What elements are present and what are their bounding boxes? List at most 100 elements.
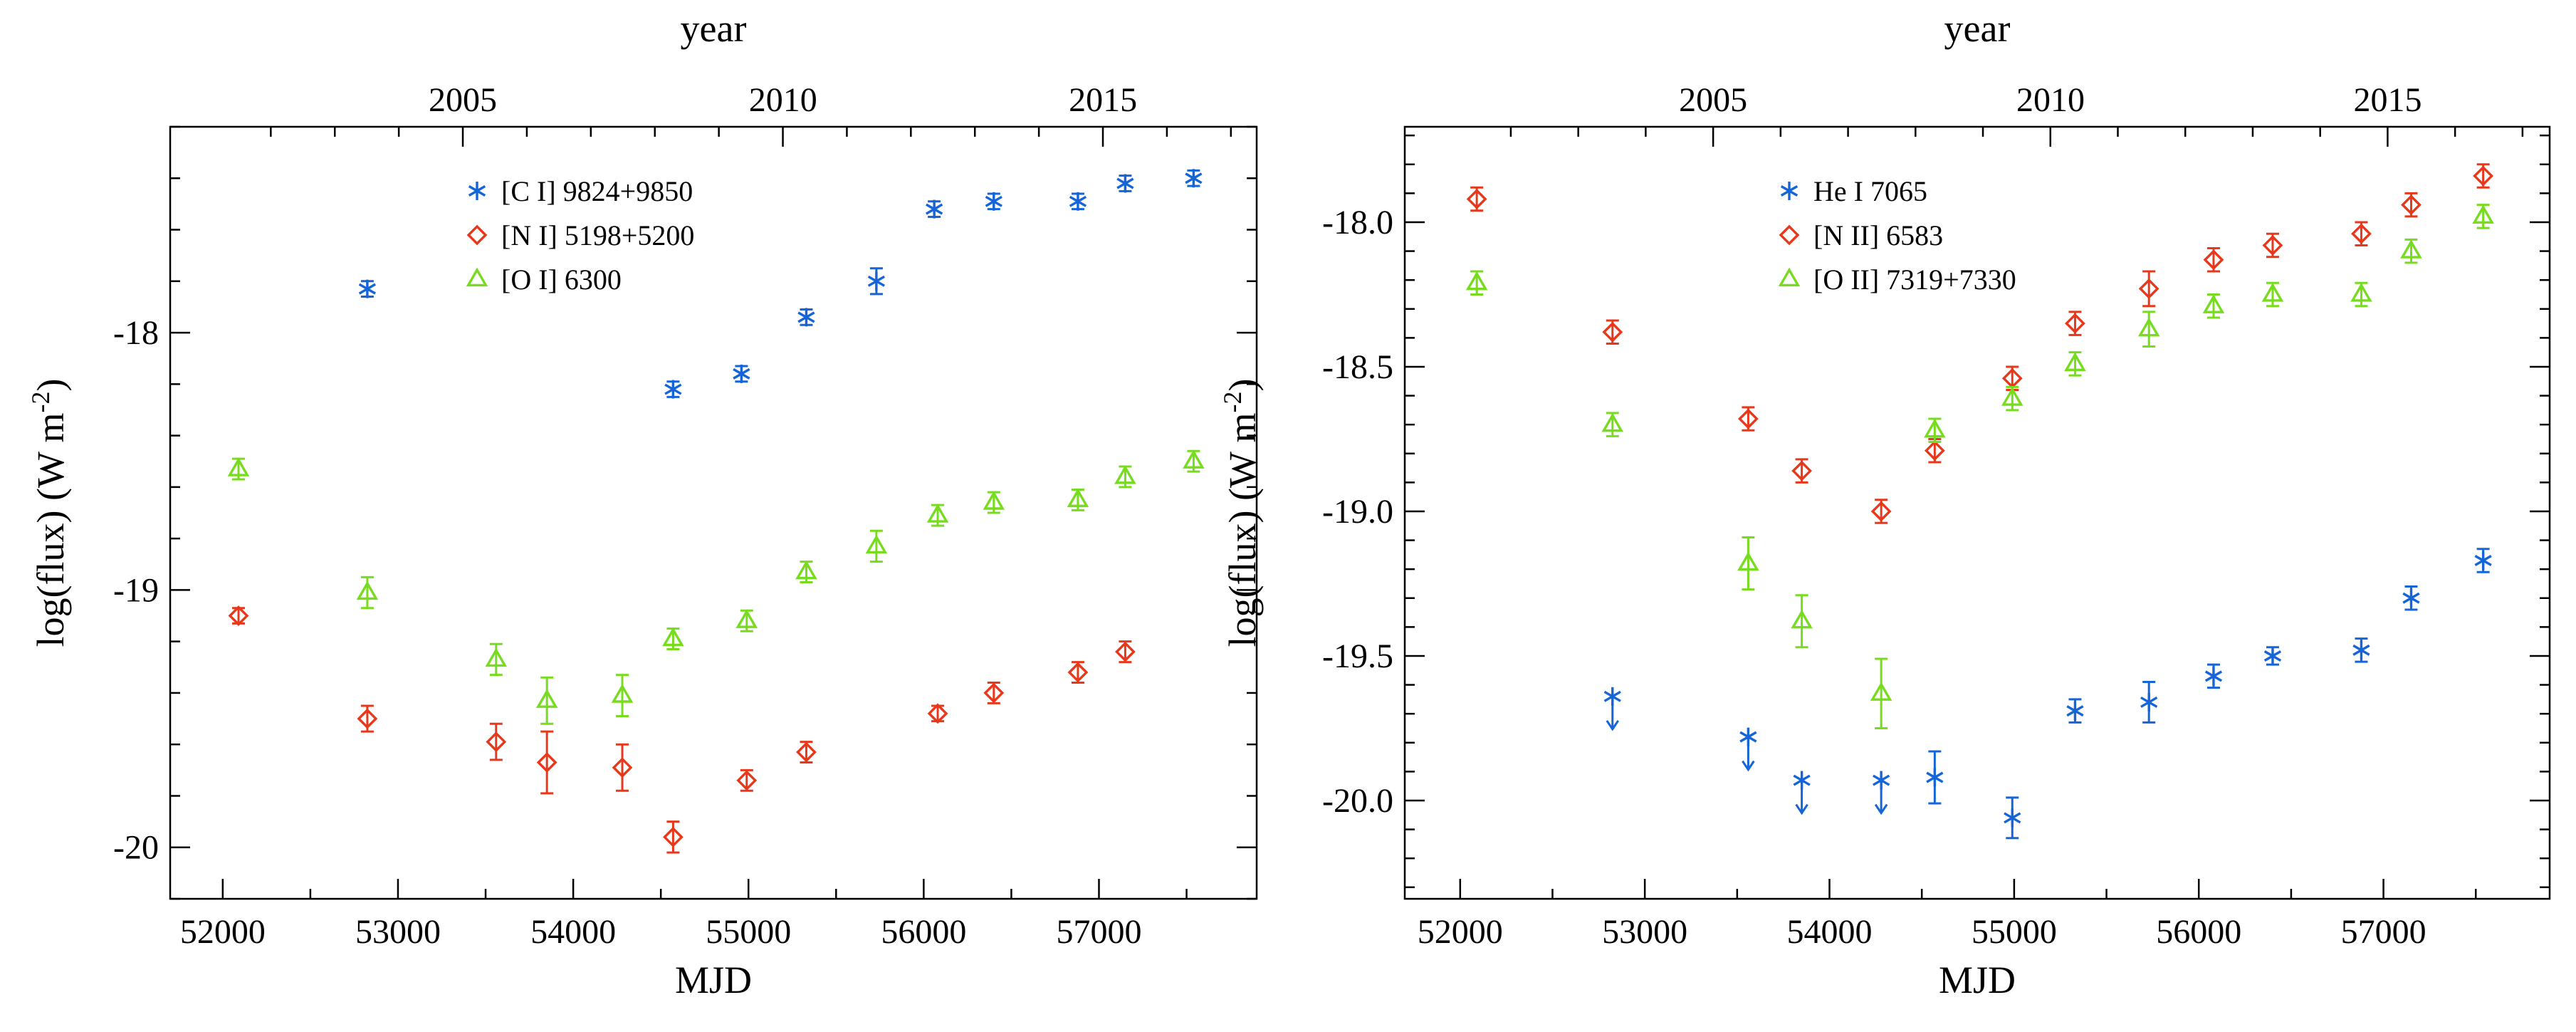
marker-diamond: [1602, 321, 1623, 343]
marker-triangle: [2202, 294, 2225, 313]
legend-marker: [466, 224, 488, 246]
marker-asterisk: [358, 279, 377, 298]
marker-triangle: [2472, 204, 2494, 224]
marker-asterisk: [797, 308, 815, 327]
data-point: [1791, 458, 1813, 484]
marker-asterisk: [733, 364, 750, 383]
data-point: [535, 676, 558, 725]
y-tick-label: -19.0: [1322, 493, 1393, 531]
data-point: [736, 768, 758, 792]
marker-diamond: [2473, 165, 2494, 187]
marker-triangle: [227, 457, 250, 476]
marker-asterisk: [867, 271, 886, 291]
legend-marker: [1779, 224, 1800, 246]
y-tick-label: -19: [113, 571, 159, 609]
marker-triangle: [611, 684, 634, 703]
marker-triangle: [356, 580, 379, 600]
marker-diamond: [228, 605, 249, 626]
data-point: [2352, 637, 2370, 663]
series-2: [1466, 163, 2494, 524]
data-point: [2066, 698, 2084, 724]
y-axis-label-close: ): [29, 379, 72, 392]
data-point: [1793, 771, 1811, 815]
marker-triangle: [1183, 449, 1205, 469]
y-axis-label: log(flux) (W m-2): [26, 379, 72, 647]
marker-triangle: [983, 491, 1005, 510]
top-tick-label: 2010: [2016, 81, 2085, 119]
data-point: [926, 199, 943, 219]
legend-marker: [468, 182, 486, 200]
data-point: [2262, 232, 2283, 259]
data-point: [1601, 412, 1624, 437]
marker-triangle: [535, 689, 558, 708]
data-point: [2001, 385, 2023, 412]
legend-label: [O II] 7319+7330: [1813, 264, 2016, 296]
y-tick-label: -20: [113, 829, 159, 867]
marker-asterisk: [1739, 727, 1757, 746]
data-point: [2350, 281, 2372, 308]
data-point: [1114, 465, 1136, 489]
marker-diamond: [2065, 313, 2085, 334]
top-axis-label: year: [1944, 7, 2011, 50]
marker-asterisk: [2474, 551, 2492, 570]
upper-limit-arrowhead: [1874, 803, 1888, 815]
legend-item: [N I] 5198+5200: [466, 219, 694, 251]
marker-asterisk-stroke: [1069, 195, 1087, 207]
data-point: [227, 457, 250, 481]
data-point: [795, 560, 817, 584]
marker-asterisk-stroke: [797, 311, 815, 323]
marker-asterisk: [2066, 702, 2084, 721]
x-tick-label: 53000: [1602, 913, 1687, 951]
data-point: [2400, 238, 2422, 264]
marker-diamond: [536, 752, 557, 773]
data-point: [2065, 311, 2085, 336]
marker-asterisk-stroke: [926, 203, 943, 215]
marker-asterisk: [1185, 169, 1203, 188]
data-point: [2402, 585, 2420, 611]
x-tick-label: 56000: [881, 913, 966, 951]
data-point: [1116, 174, 1134, 193]
marker-asterisk-stroke: [2263, 650, 2282, 662]
marker-diamond: [983, 682, 1005, 704]
data-point: [797, 308, 815, 327]
marker-asterisk-stroke: [2140, 696, 2158, 708]
x-axis-label: MJD: [1939, 959, 2016, 1001]
marker-diamond: [2401, 194, 2421, 216]
panel-1: 52000 53000 54000 55000 56000 57000 2005 2010 20…: [26, 7, 1258, 1001]
x-axis-ticks: [221, 879, 1188, 899]
marker-asterisk: [2204, 667, 2223, 686]
data-point: [733, 364, 750, 383]
marker-asterisk-stroke: [2352, 644, 2370, 656]
marker-triangle: [1870, 682, 1892, 701]
data-point: [1067, 661, 1089, 684]
data-point: [1114, 640, 1136, 664]
marker-asterisk: [2352, 640, 2370, 660]
data-point: [2204, 663, 2223, 689]
top-tick-label: 2015: [2354, 81, 2422, 119]
marker-asterisk-stroke: [985, 195, 1002, 207]
top-tick-label: 2010: [749, 81, 817, 119]
marker-diamond: [1791, 460, 1813, 481]
data-point: [662, 820, 684, 854]
data-point: [1791, 594, 1813, 649]
marker-asterisk: [1116, 174, 1134, 193]
marker-triangle: [735, 609, 758, 628]
series-2: [228, 605, 1136, 854]
marker-diamond: [927, 703, 948, 724]
marker-asterisk: [2263, 646, 2282, 665]
series-1: [358, 169, 1203, 399]
data-point: [357, 704, 378, 733]
data-point: [735, 609, 758, 632]
data-point: [1602, 319, 1623, 345]
data-point: [867, 267, 886, 296]
marker-diamond: [1924, 440, 1945, 462]
data-point: [2140, 681, 2158, 724]
marker-triangle: [662, 627, 684, 647]
marker-asterisk-stroke: [1926, 771, 1944, 783]
x-tick-label: 54000: [1787, 913, 1873, 951]
y-tick-label: -19.5: [1322, 637, 1393, 675]
marker-triangle: [795, 560, 817, 580]
x-tick-label: 54000: [530, 913, 616, 951]
upper-limit-arrowhead: [1742, 760, 1755, 772]
